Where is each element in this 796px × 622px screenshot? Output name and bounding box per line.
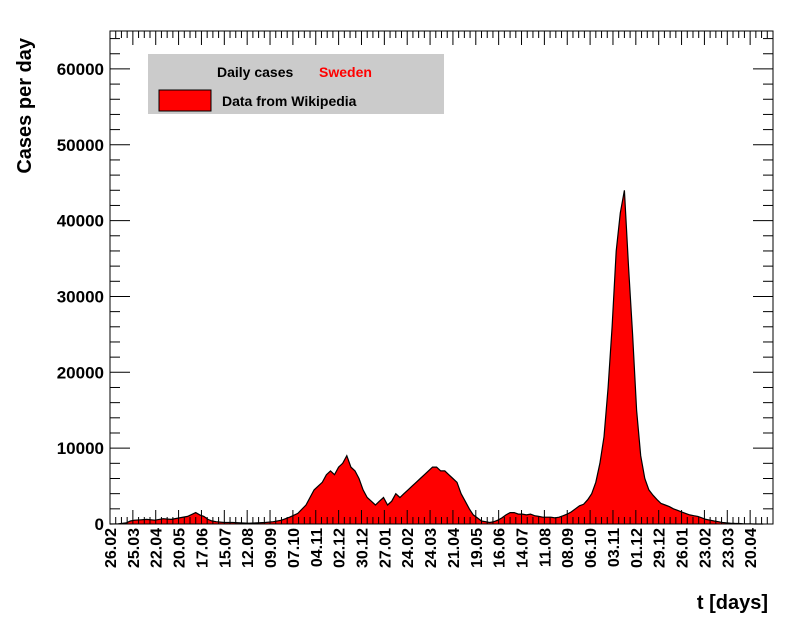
legend-title: Daily cases xyxy=(217,64,293,80)
x-tick-label: 24.02 xyxy=(400,528,417,568)
x-tick-label: 25.03 xyxy=(126,528,143,568)
y-axis-label: Cases per day xyxy=(14,37,36,174)
x-tick-label: 07.10 xyxy=(286,528,303,568)
x-tick-label: 30.12 xyxy=(354,528,371,568)
x-tick-label: 20.05 xyxy=(172,528,189,568)
x-tick-label: 11.08 xyxy=(537,528,554,567)
x-tick-label: 19.05 xyxy=(469,528,486,568)
x-tick-label: 03.11 xyxy=(606,528,623,567)
plot-area xyxy=(109,190,764,525)
x-tick-label: 26.01 xyxy=(675,528,692,568)
x-tick-label: 26.02 xyxy=(103,528,120,568)
x-axis-label: t [days] xyxy=(697,592,768,614)
y-tick-label: 50000 xyxy=(57,136,104,155)
x-tick-label: 02.12 xyxy=(332,528,349,568)
series-fill xyxy=(110,190,764,525)
x-tick-label: 17.06 xyxy=(194,528,211,568)
x-tick-label: 24.03 xyxy=(423,528,440,568)
x-tick-label: 15.07 xyxy=(217,528,234,568)
x-tick-label: 16.06 xyxy=(492,528,509,568)
x-tick-label: 23.03 xyxy=(720,528,737,568)
axes: 0 10000 20000 30000 40000 50000 60000 26.02 25.0… xyxy=(57,30,774,568)
x-tick-label: 04.11 xyxy=(309,528,326,567)
x-tick-label: 09.09 xyxy=(263,528,280,568)
legend: Daily cases Sweden Data from Wikipedia xyxy=(148,54,444,114)
x-tick-label: 22.04 xyxy=(149,528,166,568)
y-tick-label: 20000 xyxy=(57,363,104,382)
x-tick-label: 12.08 xyxy=(240,528,257,568)
y-tick-label: 30000 xyxy=(57,287,104,306)
x-tick-label: 14.07 xyxy=(515,528,532,568)
x-tick-label: 20.04 xyxy=(743,528,760,568)
legend-country: Sweden xyxy=(319,64,372,80)
y-tick-label: 10000 xyxy=(57,439,104,458)
legend-swatch xyxy=(158,89,212,112)
legend-entry-label: Data from Wikipedia xyxy=(222,93,357,109)
y-tick-label: 0 xyxy=(95,515,104,534)
x-tick-label: 01.12 xyxy=(629,528,646,568)
x-tick-label: 08.09 xyxy=(560,528,577,568)
x-tick-label: 21.04 xyxy=(446,528,463,568)
y-tick-label: 40000 xyxy=(57,212,104,231)
x-tick-label: 29.12 xyxy=(652,528,669,568)
x-tick-label: 27.01 xyxy=(377,528,394,568)
x-tick-label: 06.10 xyxy=(583,528,600,568)
y-tick-label: 60000 xyxy=(57,60,104,79)
series-line xyxy=(109,190,764,525)
x-tick-label: 23.02 xyxy=(697,528,714,568)
